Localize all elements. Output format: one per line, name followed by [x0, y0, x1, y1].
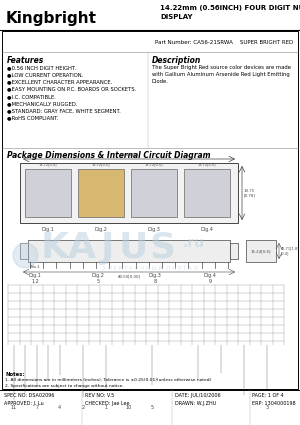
Text: Kingbright: Kingbright	[6, 11, 97, 26]
Text: PAGE: 1 OF 4: PAGE: 1 OF 4	[252, 393, 284, 398]
Text: ●EASY MOUNTING ON P.C. BOARDS OR SOCKETS.: ●EASY MOUNTING ON P.C. BOARDS OR SOCKETS…	[7, 87, 136, 92]
Bar	[20, 243, 28, 259]
Text: ●0.56 INCH DIGIT HEIGHT.: ●0.56 INCH DIGIT HEIGHT.	[7, 65, 76, 70]
Text: Dig.3
8: Dig.3 8	[148, 273, 161, 284]
Text: 11: 11	[11, 405, 17, 410]
Text: 19.75
[0.78]: 19.75 [0.78]	[244, 189, 256, 197]
Text: The Super Bright Red source color devices are made
with Gallium Aluminum Arsenid: The Super Bright Red source color device…	[152, 65, 291, 84]
Text: S: S	[149, 231, 175, 265]
Text: 2: 2	[81, 405, 84, 410]
Text: A: A	[68, 231, 96, 265]
Text: Part Number: CA56-21SRWA    SUPER BRIGHT RED: Part Number: CA56-21SRWA SUPER BRIGHT RE…	[155, 40, 293, 45]
Text: DRAWN: W.J.ZHU: DRAWN: W.J.ZHU	[175, 401, 216, 406]
Text: ERP: 1304000198: ERP: 1304000198	[252, 401, 296, 406]
Bar	[131, 169, 177, 217]
Text: 14.22mm (0.56INCH) FOUR DIGIT NUMERIC
DISPLAY: 14.22mm (0.56INCH) FOUR DIGIT NUMERIC DI…	[160, 5, 300, 20]
Text: Dig.4
9: Dig.4 9	[204, 273, 216, 284]
Text: 15.24[0.6]: 15.24[0.6]	[251, 249, 271, 253]
Bar	[78, 169, 124, 217]
Text: Dig.2: Dig.2	[94, 227, 107, 232]
Text: 45.71[1.8]
[0.4]: 45.71[1.8] [0.4]	[281, 246, 299, 255]
Text: Description: Description	[152, 56, 201, 65]
Text: DATE: JUL/10/2006: DATE: JUL/10/2006	[175, 393, 220, 398]
Text: 5: 5	[150, 405, 153, 410]
Text: APPROVED: J. Lu: APPROVED: J. Lu	[4, 401, 44, 406]
Text: 10: 10	[126, 405, 132, 410]
Text: CHECKED: Jae Lee: CHECKED: Jae Lee	[85, 401, 130, 406]
Bar	[25, 169, 71, 217]
Text: 13.72[0.5]: 13.72[0.5]	[198, 162, 216, 166]
Text: 13.72[0.5]: 13.72[0.5]	[39, 162, 57, 166]
Text: Pos.1: Pos.1	[30, 265, 41, 269]
Bar	[2, 31, 298, 389]
Text: Dig.3: Dig.3	[148, 227, 160, 232]
Text: 4: 4	[58, 405, 61, 410]
Text: Dig.2
5: Dig.2 5	[92, 273, 104, 284]
Text: ●STANDARD: GRAY FACE, WHITE SEGMENT.: ●STANDARD: GRAY FACE, WHITE SEGMENT.	[7, 108, 121, 113]
Text: ●I.C. COMPATIBLE.: ●I.C. COMPATIBLE.	[7, 94, 56, 99]
Text: U: U	[118, 231, 148, 265]
Bar	[230, 243, 238, 259]
Bar	[20, 163, 238, 223]
Text: 90.21.90: 90.21.90	[119, 153, 139, 157]
Text: 3: 3	[265, 405, 268, 410]
Text: ●MECHANICALLY RUGGED.: ●MECHANICALLY RUGGED.	[7, 101, 77, 106]
Text: .ru: .ru	[183, 236, 205, 250]
Text: Package Dimensions & Internal Circuit Diagram: Package Dimensions & Internal Circuit Di…	[7, 151, 211, 160]
Text: Dig.4: Dig.4	[201, 227, 213, 232]
Text: 80.50[0.00]: 80.50[0.00]	[117, 274, 141, 278]
Text: ●EXCELLENT CHARACTER APPEARANCE.: ●EXCELLENT CHARACTER APPEARANCE.	[7, 79, 112, 85]
Text: Features: Features	[7, 56, 44, 65]
Text: Notes:: Notes:	[5, 372, 25, 377]
Text: REV NO: V.5: REV NO: V.5	[85, 393, 114, 398]
Text: ●RoHS COMPLIANT.: ●RoHS COMPLIANT.	[7, 116, 58, 120]
Text: 1: 1	[104, 405, 107, 410]
Text: 13.72[0.5]: 13.72[0.5]	[92, 162, 110, 166]
Text: Dig.1
1,2: Dig.1 1,2	[28, 273, 41, 284]
Text: 13.72[0.5]: 13.72[0.5]	[145, 162, 163, 166]
Text: Э Л Е К Т Р О Н Н Ы Й  П О Р Т А Л: Э Л Е К Т Р О Н Н Ы Й П О Р Т А Л	[102, 266, 198, 270]
Text: Dig.1: Dig.1	[42, 227, 54, 232]
Text: SPEC NO: DSA02096: SPEC NO: DSA02096	[4, 393, 54, 398]
Text: 1. All dimensions are in millimeters (inches). Tolerance is ±0.25(0.01)(unless o: 1. All dimensions are in millimeters (in…	[5, 378, 211, 388]
Bar	[246, 240, 276, 262]
Bar	[184, 169, 230, 217]
Text: J: J	[101, 231, 115, 265]
Bar	[28, 240, 230, 262]
Text: 7: 7	[35, 405, 38, 410]
Text: K: K	[41, 231, 69, 265]
Text: ●LOW CURRENT OPERATION.: ●LOW CURRENT OPERATION.	[7, 72, 83, 77]
